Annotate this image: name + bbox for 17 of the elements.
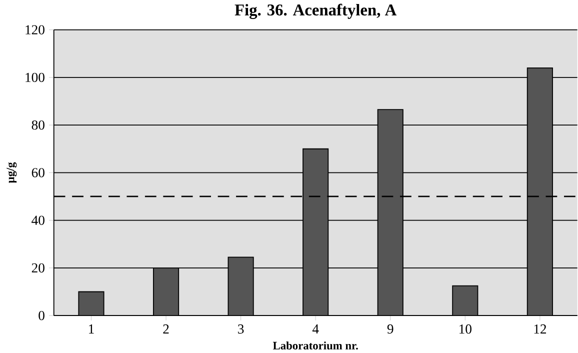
- x-tick-label: 2: [163, 324, 169, 334]
- y-tick-label: 60: [32, 168, 44, 178]
- x-tick-label: 12: [534, 324, 546, 334]
- y-tick-label: 120: [26, 25, 44, 34]
- x-tick-label: 9: [387, 324, 394, 334]
- y-tick-label: 20: [32, 263, 44, 272]
- y-tick-label: 100: [26, 72, 44, 82]
- y-axis-title: µg/g: [6, 162, 17, 183]
- y-tick-label: 80: [32, 120, 44, 130]
- x-tick-label: 4: [312, 324, 319, 334]
- y-tick-label: 40: [32, 216, 44, 225]
- y-tick-label: 0: [38, 310, 44, 320]
- x-tick-label: 10: [460, 324, 472, 334]
- x-tick-label: 1: [89, 324, 94, 334]
- chart-title: Fig. 36. Acenaftylen, A: [234, 4, 397, 19]
- x-tick-label: 3: [238, 324, 244, 334]
- x-axis-title: Laboratorium nr.: [272, 341, 358, 350]
